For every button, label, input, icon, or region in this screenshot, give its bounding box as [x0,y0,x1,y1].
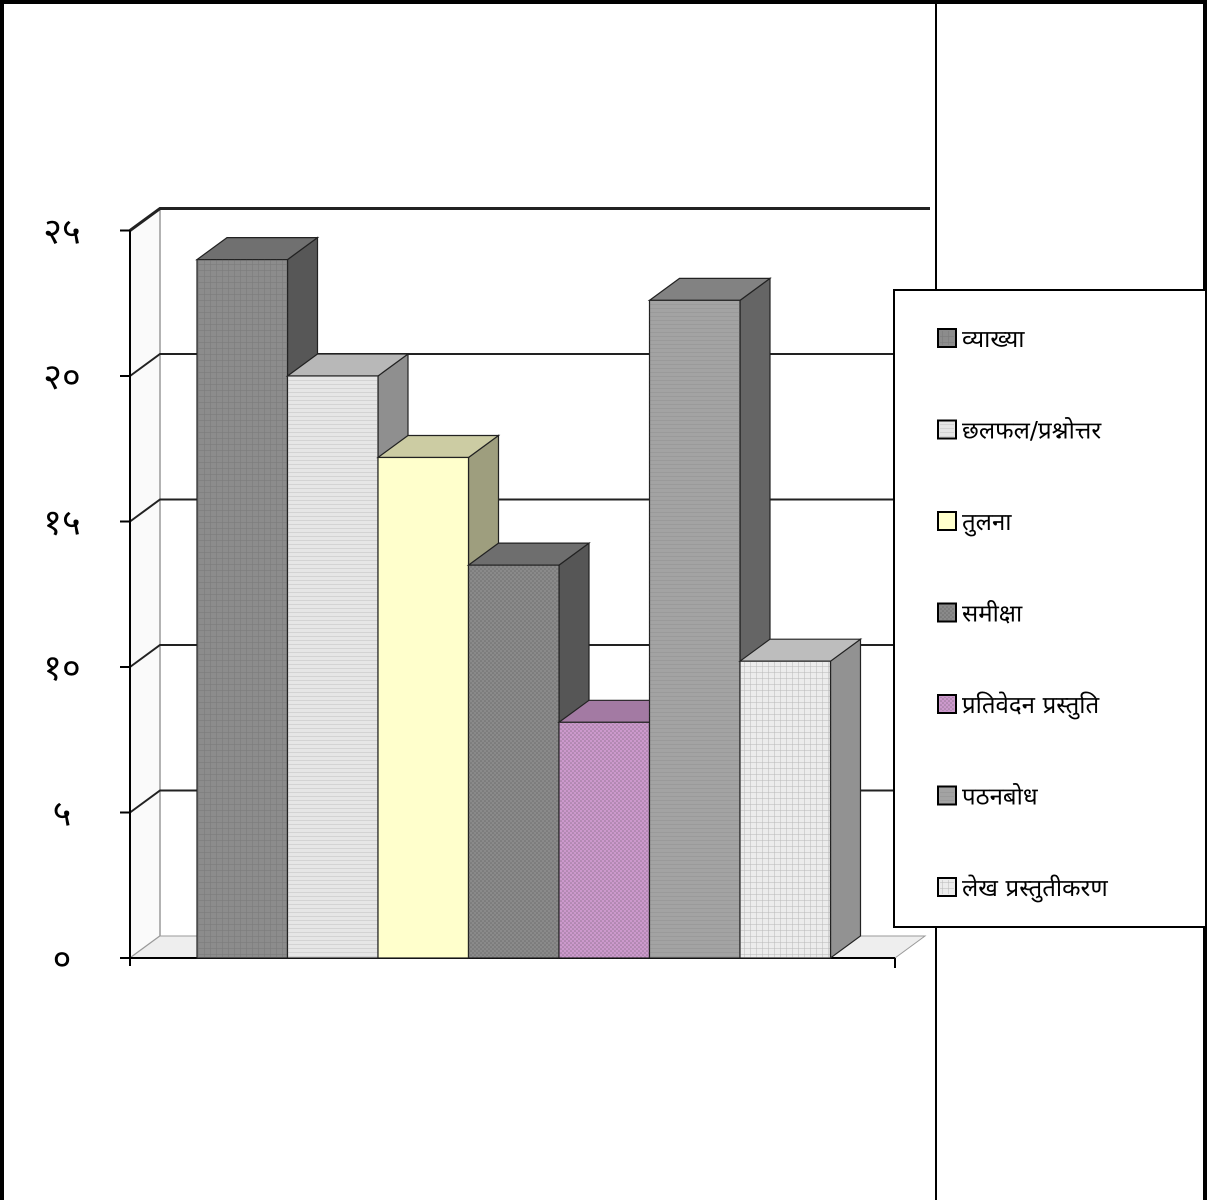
bar-front [377,456,470,959]
y-tick-label: १० [43,648,80,689]
legend-swatch-texture [940,697,954,711]
gridline [129,207,930,232]
legend-swatch-texture [940,788,954,803]
legend: व्याख्या छलफल/प्रश्नोत्तर तुलना समीक्षा प्रत… [893,289,1207,928]
legend-label: प्रतिवेदन प्रस्तुति [962,691,1100,720]
bar-side [829,637,862,960]
legend-item: तुलना [937,508,1012,537]
y-tick-label: २० [43,357,80,398]
bar-texture [559,722,650,958]
legend-swatch-texture [940,422,954,437]
y-tick-label: १५ [43,503,80,544]
legend-swatch-texture [940,331,954,345]
bar-7 [738,637,863,960]
bar-6 [647,277,772,960]
legend-label: व्याख्या [962,325,1025,353]
legend-swatch [937,511,957,531]
legend-item: व्याख्या [937,325,1025,353]
legend-label: लेख प्रस्तुतीकरण [962,874,1108,903]
y-tick-label: ० [53,939,72,980]
legend-item: समीक्षा [937,600,1023,628]
bar-2 [285,352,410,960]
y-axis-ticks: ० ५ १० १५ २० २५ [43,212,130,980]
legend-item: लेख प्रस्तुतीकरण [937,874,1108,903]
legend-swatch-texture [940,880,954,894]
bar-texture [740,661,831,958]
legend-label: तुलना [962,508,1012,537]
legend-label: पठनबोध [962,783,1039,811]
side-wall [129,207,161,960]
y-tick-label: ५ [53,794,72,835]
legend-label: समीक्षा [962,600,1023,628]
legend-label: छलफल/प्रश्नोत्तर [962,417,1102,445]
legend-swatch-texture [940,605,954,620]
bars [195,236,863,960]
bar-texture [468,565,559,958]
bar-texture [287,376,378,958]
legend-item: छलफल/प्रश्नोत्तर [937,417,1102,445]
bar-texture [649,300,740,959]
legend-item: पठनबोध [937,783,1039,811]
bar-texture [197,259,288,959]
legend-item: प्रतिवेदन प्रस्तुति [937,691,1100,720]
y-tick-label: २५ [43,212,80,253]
